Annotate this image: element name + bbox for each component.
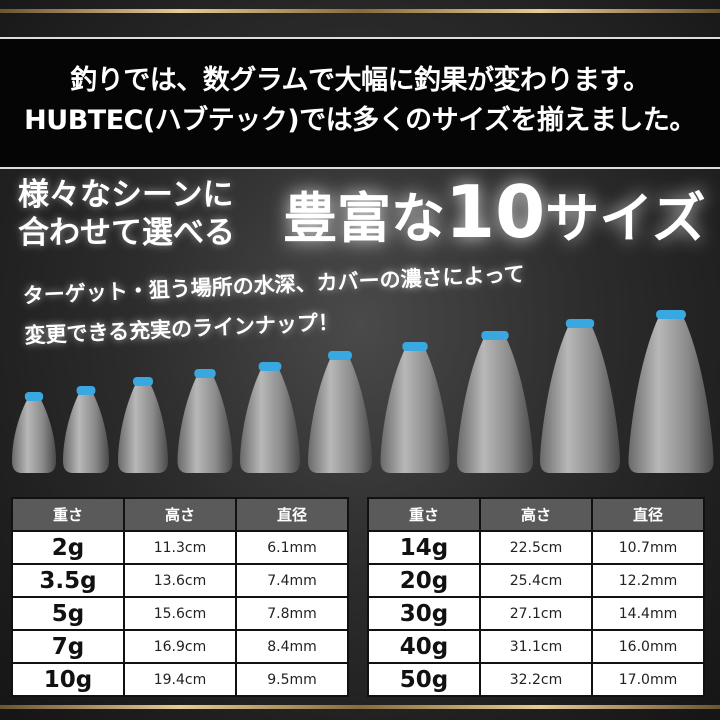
table-cell: 7.8mm <box>235 596 349 631</box>
headline: 豊富な10サイズ <box>283 176 706 250</box>
table-row: 10g 19.4cm 9.5mm <box>11 662 349 697</box>
size-table-right: 重さ 高さ 直径 14g 22.5cm 10.7mm 20g 25.4cm 12.2mm 30g 2… <box>367 497 705 697</box>
sinker-weight <box>380 348 450 473</box>
sinker-cap <box>133 377 153 386</box>
table-row: 20g 25.4cm 12.2mm <box>367 563 705 598</box>
sinker-weight <box>177 375 233 473</box>
table-row: 50g 32.2cm 17.0mm <box>367 662 705 697</box>
table-row: 30g 27.1cm 14.4mm <box>367 596 705 631</box>
table-cell: 17.0mm <box>591 662 705 697</box>
sinker-cap <box>258 362 282 371</box>
table-header-row: 重さ 高さ 直径 <box>367 497 705 532</box>
table-cell: 6.1mm <box>235 530 349 565</box>
sinker-weight <box>457 337 533 473</box>
size-table-left: 重さ 高さ 直径 2g 11.3cm 6.1mm 3.5g 13.6cm 7.4mm 5g 15.6… <box>11 497 349 697</box>
table-cell: 7.4mm <box>235 563 349 598</box>
table-row: 2g 11.3cm 6.1mm <box>11 530 349 565</box>
table-cell: 10g <box>11 662 125 697</box>
column-header: 高さ <box>479 497 593 532</box>
sinker-weight <box>12 398 56 473</box>
table-header-row: 重さ 高さ 直径 <box>11 497 349 532</box>
table-row: 7g 16.9cm 8.4mm <box>11 629 349 664</box>
table-cell: 5g <box>11 596 125 631</box>
table-row: 40g 31.1cm 16.0mm <box>367 629 705 664</box>
column-header: 高さ <box>123 497 237 532</box>
headline-pre: 豊富な <box>283 187 445 250</box>
table-cell: 40g <box>367 629 481 664</box>
table-cell: 15.6cm <box>123 596 237 631</box>
table-row: 14g 22.5cm 10.7mm <box>367 530 705 565</box>
column-header: 直径 <box>591 497 705 532</box>
table-cell: 10.7mm <box>591 530 705 565</box>
column-header: 重さ <box>11 497 125 532</box>
table-cell: 3.5g <box>11 563 125 598</box>
table-cell: 19.4cm <box>123 662 237 697</box>
sinker-cap <box>194 369 216 378</box>
table-cell: 2g <box>11 530 125 565</box>
table-cell: 16.9cm <box>123 629 237 664</box>
table-row: 3.5g 13.6cm 7.4mm <box>11 563 349 598</box>
sinker-weight <box>63 392 109 473</box>
table-cell: 9.5mm <box>235 662 349 697</box>
table-row: 5g 15.6cm 7.8mm <box>11 596 349 631</box>
column-header: 重さ <box>367 497 481 532</box>
headline-number: 10 <box>445 170 546 254</box>
headline-post: サイズ <box>545 187 706 250</box>
table-cell: 12.2mm <box>591 563 705 598</box>
tagline-line-1: 様々なシーンに <box>18 177 234 213</box>
gold-divider-top <box>0 9 720 13</box>
sinker-cap <box>402 342 428 351</box>
sinker-cap <box>76 386 96 395</box>
table-cell: 8.4mm <box>235 629 349 664</box>
table-cell: 27.1cm <box>479 596 593 631</box>
sinker-weight <box>540 325 620 473</box>
tagline-line-2: 合わせて選べる <box>18 215 235 251</box>
table-cell: 20g <box>367 563 481 598</box>
intro-banner: 釣りでは、数グラムで大幅に釣果が変わります。 HUBTEC(ハブテック)では多く… <box>0 37 720 169</box>
gold-divider-bottom <box>0 705 720 709</box>
sinker-weight <box>308 357 372 473</box>
table-cell: 25.4cm <box>479 563 593 598</box>
table-cell: 7g <box>11 629 125 664</box>
table-cell: 14g <box>367 530 481 565</box>
banner-line-1: 釣りでは、数グラムで大幅に釣果が変わります。 <box>70 65 650 96</box>
table-cell: 30g <box>367 596 481 631</box>
table-cell: 13.6cm <box>123 563 237 598</box>
sinker-weight <box>118 383 168 473</box>
sinker-cap <box>565 319 595 328</box>
sinker-weight <box>628 316 714 473</box>
table-cell: 11.3cm <box>123 530 237 565</box>
sinker-cap <box>481 331 509 340</box>
sinker-cap <box>656 310 686 319</box>
sinker-weight <box>240 368 300 473</box>
table-cell: 31.1cm <box>479 629 593 664</box>
banner-line-2: HUBTEC(ハブテック)では多くのサイズを揃えました。 <box>24 105 696 136</box>
sinker-lineup <box>12 310 714 473</box>
table-cell: 50g <box>367 662 481 697</box>
column-header: 直径 <box>235 497 349 532</box>
table-cell: 14.4mm <box>591 596 705 631</box>
table-cell: 32.2cm <box>479 662 593 697</box>
tagline: 様々なシーンに 合わせて選べる <box>18 176 235 252</box>
sinker-cap <box>328 351 352 360</box>
sinker-cap <box>24 392 44 401</box>
table-cell: 22.5cm <box>479 530 593 565</box>
table-cell: 16.0mm <box>591 629 705 664</box>
